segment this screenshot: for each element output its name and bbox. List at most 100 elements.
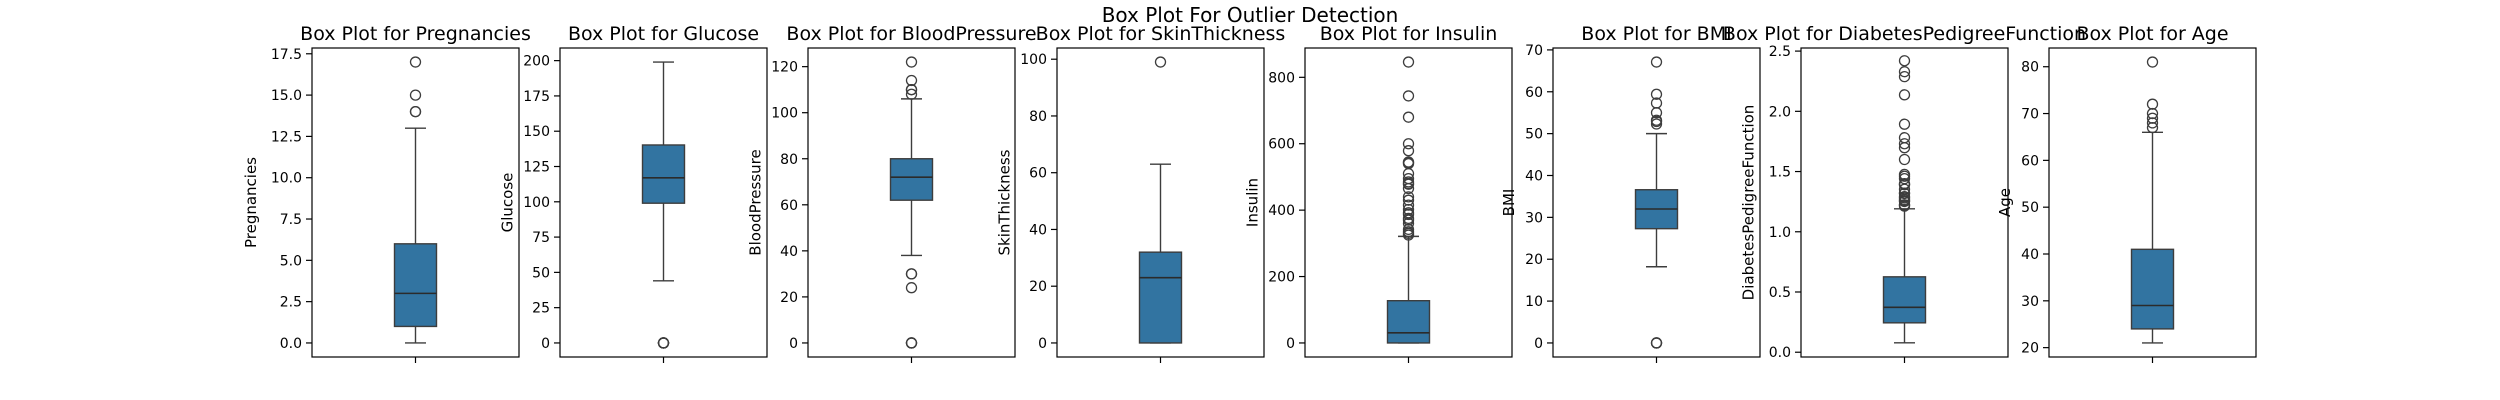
subplot: Box Plot for DiabetesPedigreeFunction 0.0… [1723, 23, 2086, 363]
y-tick-label: 80 [780, 152, 798, 168]
y-tick-label: 100 [523, 195, 550, 211]
outlier-point [1898, 70, 1911, 83]
subplot: Box Plot for Glucose 0 25 50 75 100 125 150 175 2… [499, 23, 768, 363]
y-axis-label: DiabetesPedigreeFunction [1740, 105, 1758, 301]
outlier-point [2146, 112, 2159, 124]
outlier-point [905, 268, 918, 280]
outlier-point [657, 337, 670, 349]
subplot: Box Plot for Pregnancies 0.0 2.5 5.0 7.5 10.0… [242, 23, 531, 363]
outlier-point [1650, 88, 1663, 100]
subplot-title: Box Plot for SkinThickness [1036, 23, 1286, 45]
y-tick-label: 0.0 [280, 336, 302, 352]
y-tick-label: 100 [1020, 52, 1047, 68]
iqr-box [1138, 251, 1183, 344]
y-axis-label: BMI [1500, 189, 1518, 217]
y-tick-label: 80 [1029, 109, 1047, 125]
outlier-point [1402, 223, 1415, 236]
y-tick-label: 7.5 [280, 212, 302, 228]
y-tick-label: 40 [780, 244, 798, 260]
y-tick-label: 2.5 [280, 295, 302, 311]
y-tick-label: 10.0 [271, 171, 302, 187]
outlier-point [1898, 153, 1911, 166]
y-tick-label: 20 [1525, 252, 1543, 268]
y-tick-label: 200 [1268, 270, 1295, 286]
outlier-point [905, 88, 918, 100]
y-axis-label: Insulin [1244, 178, 1262, 227]
iqr-box [393, 243, 438, 328]
outlier-point [1402, 207, 1415, 219]
y-tick-label: 60 [1029, 166, 1047, 182]
outlier-point [1402, 90, 1415, 102]
subplot: Box Plot for Insulin 0 200 400 600 800 Insulin [1244, 23, 1513, 363]
outlier-point [1402, 56, 1415, 68]
outlier-point [905, 84, 918, 96]
outlier-point [1402, 172, 1415, 185]
outlier-point [1898, 132, 1911, 144]
y-tick-label: 1.0 [1769, 225, 1791, 241]
y-tick-label: 80 [2021, 60, 2039, 76]
y-tick-label: 40 [1525, 168, 1543, 184]
y-tick-label: 60 [1525, 85, 1543, 101]
axes-frame [807, 47, 1016, 358]
outlier-point [409, 56, 422, 68]
outlier-point [1402, 191, 1415, 203]
y-tick-label: 0 [1286, 336, 1295, 352]
y-tick-label: 40 [1029, 222, 1047, 238]
y-tick-label: 0 [789, 336, 798, 352]
outlier-point [1898, 118, 1911, 130]
outlier-point [1402, 145, 1415, 157]
y-axis-label: BloodPressure [747, 149, 765, 255]
axes-frame [311, 47, 520, 358]
y-tick-label: 400 [1268, 203, 1295, 219]
y-tick-label: 175 [523, 89, 550, 105]
outlier-point [1898, 55, 1911, 67]
y-tick-label: 70 [2021, 107, 2039, 123]
axes-frame [1304, 47, 1513, 358]
y-tick-label: 0 [541, 336, 550, 352]
outlier-point [905, 337, 918, 349]
subplot-title: Box Plot for Insulin [1320, 23, 1498, 45]
iqr-box [1386, 300, 1431, 344]
y-tick-label: 20 [780, 290, 798, 306]
y-tick-label: 50 [1525, 127, 1543, 143]
outlier-point [1402, 203, 1415, 216]
outlier-point [1402, 138, 1415, 150]
y-tick-label: 0 [1038, 336, 1047, 352]
y-tick-label: 30 [2021, 294, 2039, 310]
subplot-title: Box Plot for Age [2076, 23, 2228, 45]
subplot: Box Plot for SkinThickness 0 20 40 60 80 100 Sk… [996, 23, 1286, 363]
y-tick-label: 12.5 [271, 129, 302, 145]
y-tick-label: 60 [780, 198, 798, 214]
y-tick-label: 0.0 [1769, 345, 1791, 361]
suptitle: Box Plot For Outlier Detection [1102, 3, 1399, 27]
axes-frame [2048, 47, 2257, 358]
subplots-container: Box Plot for Pregnancies 0.0 2.5 5.0 7.5 10.0… [242, 23, 2257, 363]
subplot-title: Box Plot for Glucose [568, 23, 759, 45]
y-tick-label: 150 [523, 124, 550, 140]
outlier-point [905, 282, 918, 294]
y-axis-label: Glucose [499, 173, 517, 233]
subplot: Box Plot for Age 20 30 40 50 60 70 80 Age [1996, 23, 2257, 363]
y-tick-label: 1.5 [1769, 165, 1791, 181]
y-tick-label: 120 [771, 60, 798, 76]
y-tick-label: 60 [2021, 153, 2039, 169]
outlier-point [1650, 97, 1663, 109]
outlier-point [1402, 176, 1415, 188]
outlier-point [1650, 56, 1663, 68]
outlier-point [1402, 111, 1415, 123]
y-tick-label: 75 [532, 230, 550, 246]
outlier-point [409, 105, 422, 118]
y-tick-label: 40 [2021, 247, 2039, 263]
axes-frame [1056, 47, 1265, 358]
subplot: Box Plot for BloodPressure 0 20 40 60 80 100 12… [747, 23, 1037, 363]
iqr-box [2130, 248, 2175, 330]
outlier-point [2146, 56, 2159, 68]
subplot-title: Box Plot for BloodPressure [786, 23, 1036, 45]
y-axis-label: Age [1996, 188, 2014, 217]
outlier-point [1898, 199, 1911, 211]
y-tick-label: 20 [2021, 341, 2039, 357]
outlier-point [1898, 177, 1911, 190]
y-tick-label: 50 [2021, 200, 2039, 216]
y-tick-label: 10 [1525, 294, 1543, 310]
iqr-box [641, 144, 686, 204]
